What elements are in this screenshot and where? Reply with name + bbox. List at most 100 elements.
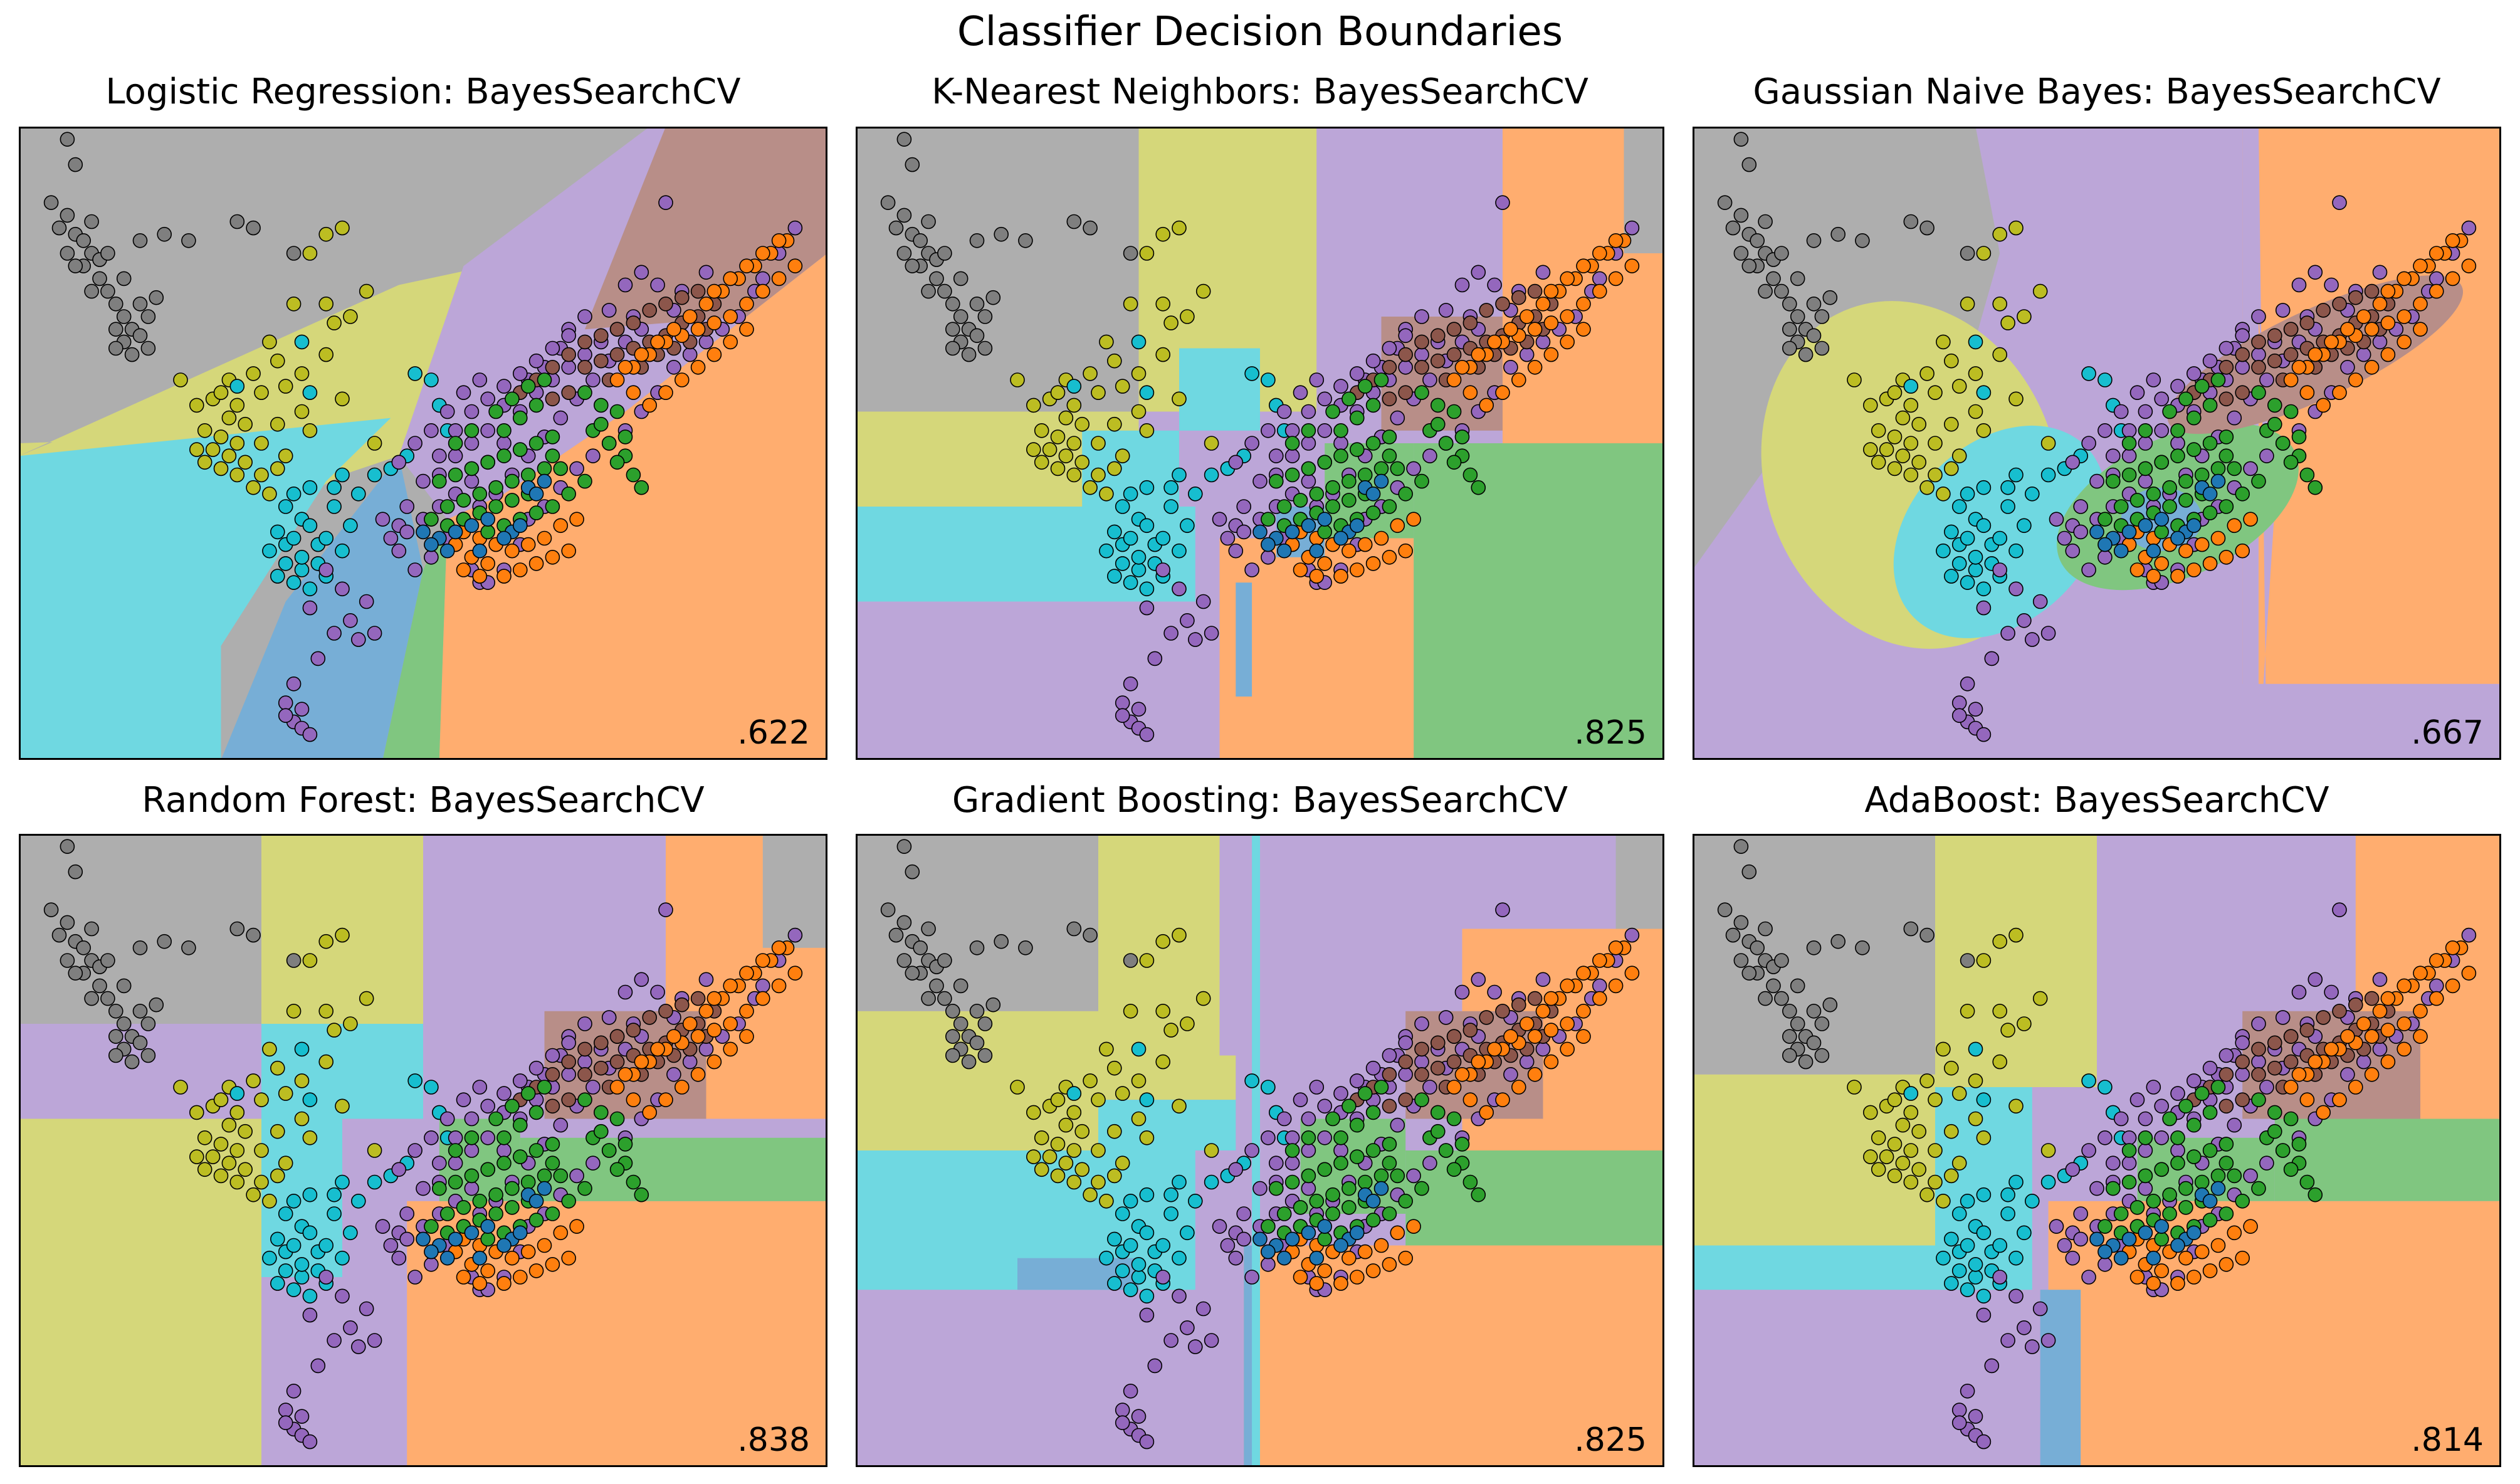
data-point (1976, 727, 1992, 742)
data-point (2218, 549, 2234, 565)
data-point (937, 991, 952, 1006)
data-point (2113, 543, 2129, 559)
data-point (1862, 1105, 1878, 1120)
data-point (140, 1016, 156, 1031)
data-point (2186, 1073, 2202, 1088)
data-point (2218, 1137, 2234, 1152)
data-point (1365, 1213, 1381, 1228)
data-point (213, 461, 229, 476)
data-point (1026, 442, 1041, 457)
data-points (880, 839, 1640, 1450)
data-point (391, 1162, 407, 1177)
data-point (2032, 991, 2048, 1006)
data-point (424, 1130, 439, 1145)
data-point (1091, 467, 1106, 483)
data-point (1414, 1092, 1429, 1108)
data-point (1454, 277, 1470, 293)
data-point (472, 372, 488, 387)
data-point (2210, 530, 2226, 546)
data-point (480, 1219, 496, 1234)
data-point (1992, 934, 2008, 949)
data-point (2065, 455, 2081, 470)
data-point (1462, 385, 1478, 401)
data-point (1438, 1143, 1454, 1158)
data-point (617, 1066, 633, 1082)
data-point (1976, 423, 1992, 438)
data-point (2138, 461, 2153, 476)
data-point (197, 423, 213, 438)
data-point (1903, 467, 1919, 483)
data-point (1123, 530, 1138, 546)
data-point (1928, 467, 1943, 483)
data-point (2089, 1181, 2104, 1196)
data-point (2146, 486, 2161, 502)
data-point (1026, 1105, 1041, 1120)
data-point (1034, 1130, 1049, 1145)
data-point (609, 455, 625, 470)
data-point (1960, 1282, 1975, 1298)
panel-title: Logistic Regression: BayesSearchCV (105, 71, 741, 112)
data-point (1976, 953, 1992, 968)
data-point (189, 442, 204, 457)
data-point (1365, 486, 1381, 502)
data-point (302, 1130, 318, 1145)
data-point (706, 1023, 722, 1038)
data-point (496, 1238, 512, 1253)
data-point (2138, 473, 2153, 489)
data-point (977, 1016, 993, 1031)
data-point (1903, 1143, 1919, 1158)
data-point (1790, 978, 1805, 994)
data-point (350, 1339, 366, 1354)
data-point (2397, 1016, 2412, 1031)
data-point (1252, 1231, 1268, 1247)
data-point (2218, 1155, 2234, 1171)
data-point (2194, 537, 2210, 552)
data-point (335, 220, 350, 236)
data-point (1106, 1276, 1122, 1291)
data-point (318, 1003, 334, 1019)
data-point (318, 1238, 334, 1253)
data-point (294, 404, 310, 419)
data-point (1131, 702, 1147, 717)
data-point (1172, 581, 1187, 597)
decision-region (1414, 443, 1664, 760)
data-point (1284, 1155, 1300, 1171)
data-point (1774, 953, 1789, 968)
data-point (472, 543, 488, 559)
data-point (1244, 1073, 1259, 1088)
score-label: .825 (1574, 1421, 1647, 1459)
data-point (1390, 1225, 1405, 1241)
data-point (2283, 455, 2299, 470)
data-point (327, 1206, 342, 1221)
data-point (1301, 404, 1316, 419)
data-point (601, 1010, 617, 1025)
data-point (2017, 1320, 2032, 1335)
data-point (1349, 410, 1365, 426)
data-point (1871, 455, 1886, 470)
data-point (1261, 512, 1276, 527)
data-point (1758, 214, 1773, 229)
data-point (2235, 385, 2250, 401)
data-point (617, 429, 633, 445)
data-point (1471, 1187, 1486, 1202)
data-point (2267, 397, 2282, 413)
data-point (496, 569, 512, 584)
data-point (2332, 195, 2347, 210)
data-point (896, 915, 912, 930)
data-point (464, 1168, 480, 1184)
data-point (739, 322, 754, 337)
data-point (302, 1434, 318, 1450)
data-point (2372, 296, 2388, 312)
data-point (1951, 556, 1967, 571)
data-point (888, 220, 904, 236)
data-point (132, 1035, 148, 1051)
data-point (1106, 569, 1122, 584)
data-point (2299, 1023, 2315, 1038)
data-point (658, 385, 673, 401)
data-point (2121, 1143, 2137, 1158)
data-point (1066, 1086, 1082, 1101)
data-point (2332, 1003, 2347, 1019)
data-point (270, 1276, 285, 1291)
data-point (1115, 499, 1130, 514)
data-point (2283, 1080, 2299, 1095)
